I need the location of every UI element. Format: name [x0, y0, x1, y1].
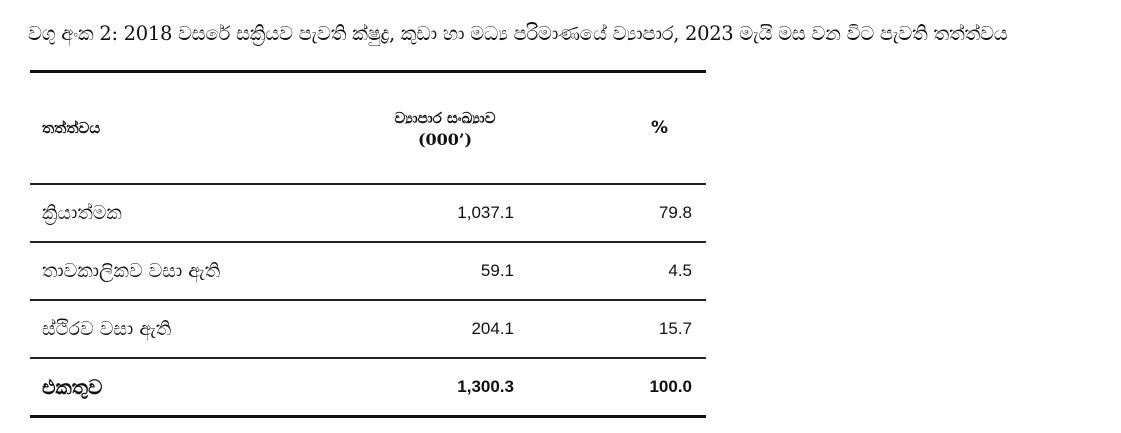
table-row: ක්‍රියාත්මක 1,037.1 79.8	[30, 185, 706, 241]
header-percent: %	[650, 118, 668, 138]
row-count: 204.1	[471, 319, 514, 338]
business-status-table: තත්ත්වය ව්‍යාපාර සංඛ්‍යාව (000’) % ක්‍රි…	[30, 70, 706, 418]
header-count: ව්‍යාපාර සංඛ්‍යාව (000’)	[370, 107, 520, 151]
table-header-row: තත්ත්වය ව්‍යාපාර සංඛ්‍යාව (000’) %	[30, 73, 706, 183]
table-bottom-rule	[30, 415, 706, 418]
row-count: 1,037.1	[457, 203, 514, 222]
total-percent: 100.0	[649, 377, 692, 396]
total-status: එකතුව	[42, 375, 103, 399]
row-status: ස්ථිරව වසා ඇති	[42, 318, 172, 340]
row-percent: 4.5	[668, 261, 692, 280]
total-rule	[30, 357, 706, 359]
total-count: 1,300.3	[457, 377, 514, 396]
table-row: තාවකාලිකව වසා ඇති 59.1 4.5	[30, 243, 706, 299]
row-status: තාවකාලිකව වසා ඇති	[42, 260, 221, 282]
row-percent: 79.8	[658, 203, 692, 222]
row-status: ක්‍රියාත්මක	[42, 202, 122, 224]
header-status: තත්ත්වය	[42, 119, 101, 137]
row-rule	[30, 241, 706, 243]
row-count: 59.1	[480, 261, 514, 280]
header-count-unit: (000’)	[417, 130, 473, 149]
table-top-rule	[30, 70, 706, 73]
table-total-row: එකතුව 1,300.3 100.0	[30, 359, 706, 415]
row-percent: 15.7	[658, 319, 692, 338]
table-row: ස්ථිරව වසා ඇති 204.1 15.7	[30, 301, 706, 357]
header-count-label: ව්‍යාපාර සංඛ්‍යාව	[394, 109, 496, 127]
row-rule	[30, 299, 706, 301]
header-rule	[30, 183, 706, 185]
table-caption: වගු අංක 2: 2018 වසරේ සක්‍රියව පැවති ක්ෂු…	[28, 22, 1008, 45]
